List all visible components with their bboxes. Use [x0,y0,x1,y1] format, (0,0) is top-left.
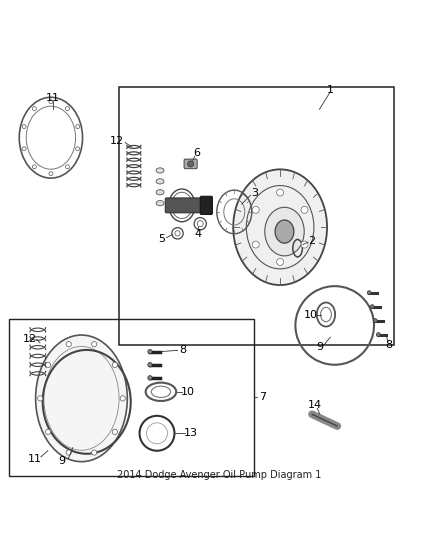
Text: 2: 2 [308,236,315,246]
Ellipse shape [233,169,327,285]
Circle shape [252,206,259,213]
Circle shape [66,450,71,455]
FancyBboxPatch shape [200,196,212,215]
Circle shape [112,362,117,367]
Text: 13: 13 [184,429,198,438]
Circle shape [32,107,36,110]
Circle shape [46,362,51,367]
Ellipse shape [156,190,164,195]
Circle shape [148,362,152,367]
Ellipse shape [265,207,304,256]
Text: 5: 5 [158,233,165,244]
Text: 6: 6 [193,148,200,158]
Text: 12: 12 [23,334,37,344]
Circle shape [66,107,70,110]
Circle shape [38,395,43,401]
Text: 7: 7 [259,392,266,402]
Circle shape [22,147,26,151]
Ellipse shape [35,335,127,462]
Circle shape [301,206,308,213]
Text: 10: 10 [180,387,194,397]
Ellipse shape [156,200,164,206]
Circle shape [76,125,80,128]
Circle shape [367,290,371,295]
Ellipse shape [156,179,164,184]
Circle shape [76,147,80,151]
Text: 10: 10 [304,310,318,320]
Circle shape [370,305,374,309]
Circle shape [277,189,284,196]
Circle shape [32,165,36,169]
Text: 4: 4 [194,229,201,239]
Circle shape [252,241,259,248]
Circle shape [66,165,70,169]
Text: 9: 9 [58,456,65,466]
Circle shape [376,333,380,336]
Circle shape [148,350,152,354]
Circle shape [373,319,377,322]
Text: 12: 12 [110,136,124,146]
Text: 11: 11 [46,93,60,103]
Text: 14: 14 [308,400,322,410]
Circle shape [148,376,152,380]
Circle shape [92,342,97,347]
Circle shape [66,342,71,347]
Circle shape [22,125,26,128]
Circle shape [49,172,53,175]
Text: 9: 9 [316,342,323,352]
FancyBboxPatch shape [165,198,205,213]
Circle shape [187,161,194,167]
Text: 11: 11 [28,454,42,464]
Ellipse shape [275,220,294,243]
Text: 8: 8 [180,345,187,356]
Circle shape [46,429,51,434]
Circle shape [120,395,125,401]
Circle shape [112,429,117,434]
FancyBboxPatch shape [184,159,197,169]
Text: 8: 8 [386,340,393,350]
Circle shape [49,100,53,104]
Circle shape [92,450,97,455]
Text: 3: 3 [251,188,258,198]
Circle shape [277,259,284,265]
Circle shape [301,241,308,248]
Ellipse shape [156,168,164,173]
Text: 2014 Dodge Avenger Oil Pump Diagram 1: 2014 Dodge Avenger Oil Pump Diagram 1 [117,471,321,480]
Text: 1: 1 [327,85,334,95]
